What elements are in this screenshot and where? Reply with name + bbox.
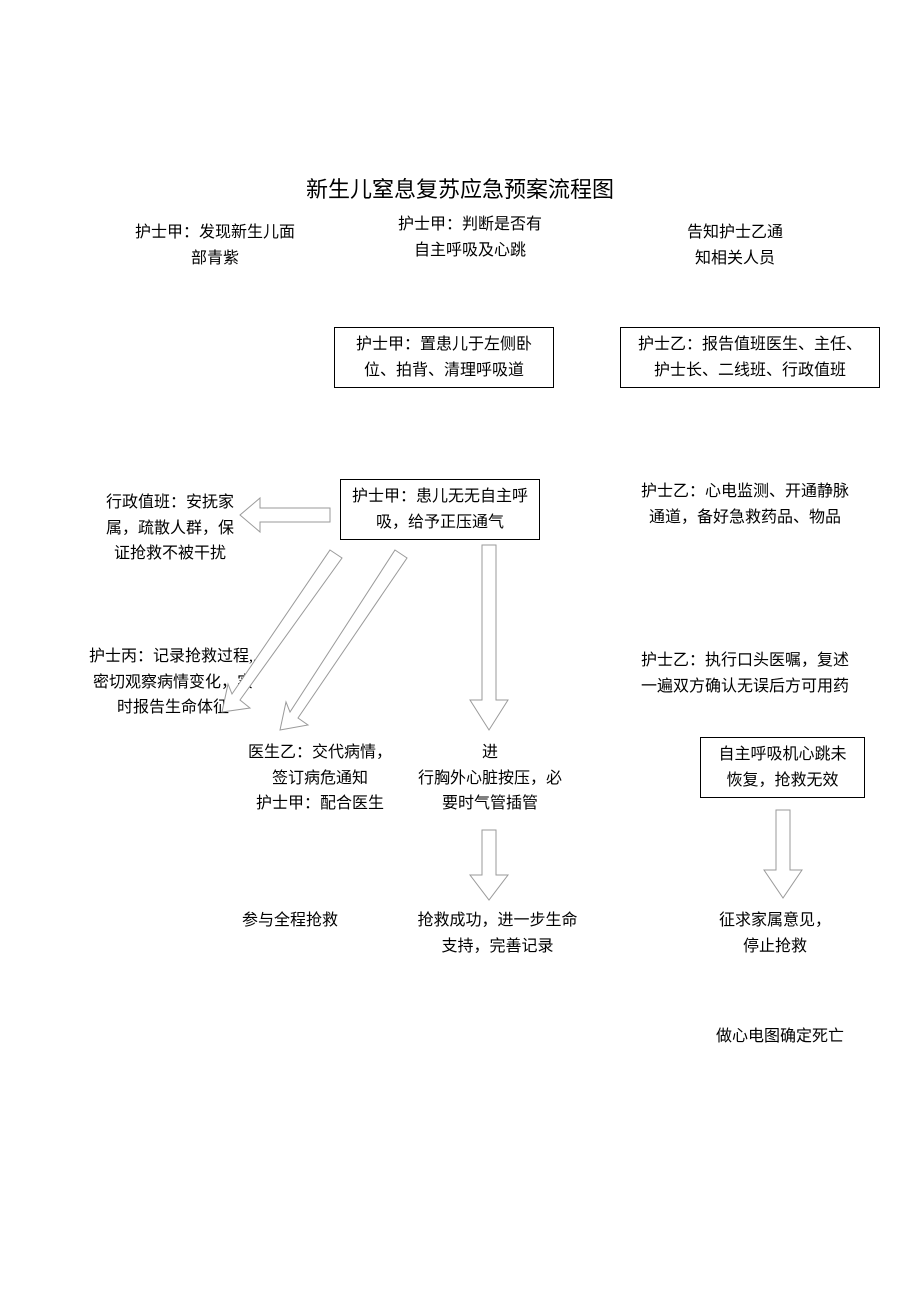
node-n6: 护士甲：患儿无无自主呼吸，给予正压通气	[340, 479, 540, 540]
node-n12: 进行胸外心脏按压，必要时气管插管	[400, 740, 580, 817]
node-n9: 护士丙：记录抢救过程,,密切观察病情变化，实时报告生命体征	[68, 644, 278, 721]
node-n16: 征求家属意见，停止抢救	[700, 908, 850, 959]
node-n7: 护士乙：心电监测、开通静脉通道，备好急救药品、物品	[620, 479, 870, 530]
arrow-down-1	[470, 545, 508, 730]
node-n1: 护士甲：发现新生儿面部青紫	[110, 220, 320, 271]
node-n13: 自主呼吸机心跳未恢复，抢救无效	[700, 737, 865, 798]
node-n2: 护士甲：判断是否有自主呼吸及心跳	[370, 212, 570, 263]
node-n11: 医生乙：交代病情，签订病危通知护士甲：配合医生	[230, 740, 410, 817]
node-n17: 做心电图确定死亡	[690, 1024, 870, 1050]
arrow-diag-2	[280, 550, 407, 730]
node-n14: 参与全程抢救	[220, 908, 360, 934]
node-n15: 抢救成功，进一步生命支持，完善记录	[400, 908, 595, 959]
node-n5: 护士乙：报告值班医生、主任、护士长、二线班、行政值班	[620, 327, 880, 388]
node-n4: 护士甲：置患儿于左侧卧位、拍背、清理呼吸道	[334, 327, 554, 388]
diagram-title: 新生儿窒息复苏应急预案流程图	[280, 172, 640, 204]
node-n3: 告知护士乙通知相关人员	[660, 220, 810, 271]
node-n8: 行政值班：安抚家属，疏散人群，保证抢救不被干扰	[85, 490, 255, 567]
node-n10: 护士乙：执行口头医嘱，复述一遍双方确认无误后方可用药	[620, 648, 870, 699]
arrow-down-3	[764, 810, 802, 898]
arrow-down-2	[470, 830, 508, 900]
